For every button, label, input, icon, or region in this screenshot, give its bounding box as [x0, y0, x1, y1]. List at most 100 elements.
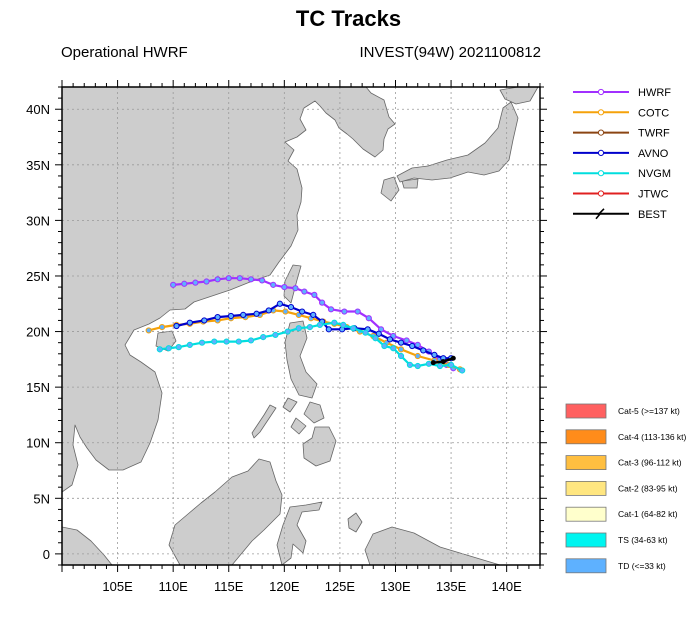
- intensity-swatch: [565, 429, 607, 445]
- legend-label: COTC: [638, 107, 669, 119]
- intensity-item: Cat-1 (64-82 kt): [565, 506, 678, 522]
- legend-item-twrf: TWRF: [573, 128, 670, 140]
- track-point-cotc: [145, 327, 152, 334]
- x-tick-label: 135E: [436, 579, 467, 594]
- intensity-label: Cat-4 (113-136 kt): [618, 432, 687, 442]
- land-borneo: [168, 458, 283, 565]
- track-point-avno: [240, 311, 247, 318]
- land-halmahera: [347, 512, 363, 533]
- track-point-avno: [397, 339, 405, 346]
- land-asia-mainland: [62, 87, 396, 493]
- track-point-nvgm: [198, 339, 206, 346]
- track-point-avno: [325, 326, 332, 333]
- track-point-nvgm: [459, 367, 466, 374]
- track-point-avno: [265, 307, 272, 314]
- track-point-avno: [420, 347, 427, 354]
- legend-marker: [597, 129, 605, 136]
- legend-marker: [597, 109, 605, 116]
- x-tick-label: 110E: [158, 579, 188, 594]
- track-point-nvgm: [223, 338, 230, 345]
- y-tick-label: 30N: [26, 213, 50, 228]
- subtitle-storm-id: INVEST(94W) 2021100812: [359, 44, 542, 61]
- track-point-nvgm: [235, 338, 242, 345]
- track-point-hwrf: [225, 275, 232, 282]
- track-point-avno: [375, 330, 382, 337]
- land-japan-shikoku: [401, 178, 419, 189]
- y-tick-label: 20N: [26, 325, 50, 340]
- track-point-best: [450, 355, 456, 361]
- intensity-swatch: [565, 403, 607, 419]
- land-palawan: [251, 404, 277, 439]
- land-hainan: [155, 330, 177, 352]
- legend-label: BEST: [638, 209, 667, 221]
- track-point-nvgm: [186, 341, 193, 348]
- intensity-swatch: [565, 506, 607, 522]
- intensity-label: Cat-5 (>=137 kt): [618, 406, 680, 416]
- intensity-item: Cat-4 (113-136 kt): [565, 429, 687, 445]
- track-point-hwrf: [192, 279, 199, 286]
- track-best: [430, 355, 456, 366]
- land-sumatra: [62, 526, 113, 565]
- x-tick-label: 140E: [491, 579, 522, 594]
- legend-label: JTWC: [638, 189, 669, 201]
- track-point-nvgm: [447, 361, 455, 369]
- track-point-nvgm: [414, 362, 421, 370]
- track-point-nvgm: [436, 362, 444, 370]
- land-sulawesi: [276, 501, 323, 565]
- legend-marker: [597, 190, 605, 197]
- intensity-legend: Cat-5 (>=137 kt) Cat-4 (113-136 kt) Cat-3 …: [565, 403, 687, 574]
- intensity-label: Cat-3 (96-112 kt): [618, 458, 682, 468]
- track-point-avno: [409, 342, 416, 350]
- track-point-hwrf: [181, 280, 188, 287]
- land-masses: [62, 87, 539, 565]
- intensity-item: Cat-2 (83-95 kt): [565, 480, 678, 496]
- track-point-hwrf: [258, 277, 266, 284]
- land-japan-honshu: [396, 101, 519, 183]
- map-frame: [61, 86, 541, 566]
- storm-symbol-icon: [595, 208, 605, 220]
- track-point-hwrf: [311, 291, 318, 298]
- track-point-hwrf: [301, 288, 308, 295]
- intensity-item: Cat-3 (96-112 kt): [565, 455, 682, 471]
- legend-label: TWRF: [638, 128, 670, 140]
- intensity-item: TS (34-63 kt): [565, 532, 668, 548]
- intensity-label: Cat-2 (83-95 kt): [618, 483, 678, 493]
- track-point-nvgm: [390, 345, 397, 352]
- intensity-swatch: [565, 558, 607, 574]
- page-title: TC Tracks: [295, 6, 402, 31]
- y-tick-label: 15N: [26, 380, 50, 395]
- intensity-item: Cat-5 (>=137 kt): [565, 403, 680, 419]
- intensity-swatch: [565, 455, 607, 471]
- legend-label: AVNO: [638, 148, 669, 160]
- land-philippines-south: [282, 397, 337, 467]
- legend-item-avno: AVNO: [573, 148, 669, 160]
- track-point-cotc: [397, 346, 405, 353]
- legend-marker: [597, 88, 605, 96]
- land-luzon: [284, 320, 318, 399]
- x-tick-label: 115E: [214, 579, 244, 594]
- y-tick-label: 5N: [33, 491, 50, 506]
- track-point-nvgm: [260, 334, 267, 341]
- intensity-label: TD (<=33 kt): [618, 561, 666, 571]
- y-tick-label: 35N: [26, 158, 50, 173]
- y-tick-label: 40N: [26, 102, 50, 117]
- intensity-item: TD (<=33 kt): [565, 558, 666, 574]
- track-point-nvgm: [316, 321, 323, 328]
- track-point-avno: [310, 311, 317, 318]
- track-point-hwrf: [341, 308, 348, 315]
- track-point-hwrf: [365, 315, 372, 322]
- tc-tracks: [145, 275, 466, 374]
- track-point-nvgm: [372, 335, 379, 342]
- track-point-hwrf: [247, 276, 255, 283]
- track-point-nvgm: [165, 345, 172, 352]
- track-point-hwrf: [270, 281, 277, 288]
- track-point-nvgm: [211, 338, 218, 345]
- track-point-nvgm: [284, 328, 291, 335]
- track-hwrf: [170, 275, 457, 372]
- track-point-hwrf: [214, 276, 221, 283]
- track-point-nvgm: [156, 346, 163, 353]
- track-point-nvgm: [350, 325, 357, 332]
- track-point-nvgm: [295, 325, 302, 332]
- y-tick-label: 25N: [26, 269, 50, 284]
- land-japan-kyushu: [380, 176, 400, 202]
